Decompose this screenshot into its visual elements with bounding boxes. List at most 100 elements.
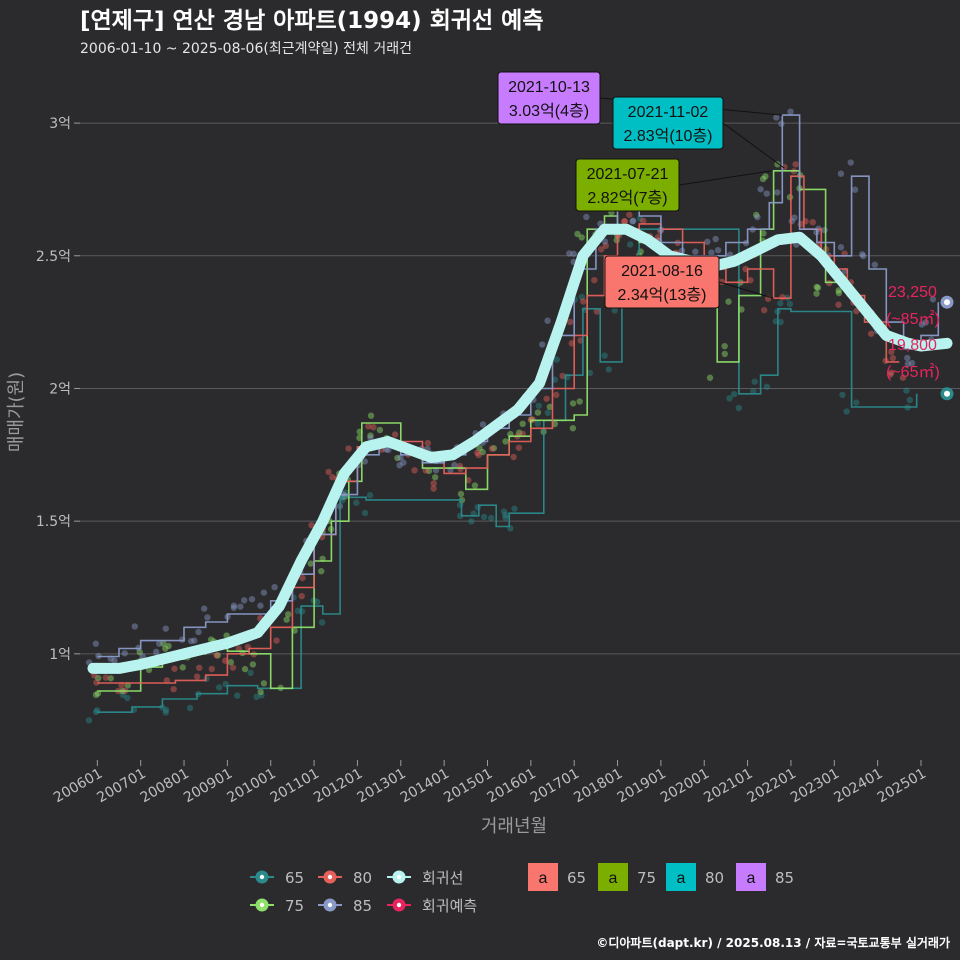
scatter-point-75 bbox=[476, 444, 483, 452]
scatter-point-75 bbox=[425, 467, 433, 475]
scatter-point-65 bbox=[468, 518, 475, 525]
callout-box bbox=[604, 255, 720, 309]
scatter-point-65 bbox=[124, 694, 131, 702]
scatter-point-85 bbox=[566, 250, 573, 257]
scatter-point-65 bbox=[313, 598, 321, 606]
scatter-point-80 bbox=[559, 372, 566, 380]
scatter-point-80 bbox=[325, 468, 332, 476]
legend-label: 65 bbox=[285, 869, 304, 887]
scatter-point-75 bbox=[241, 665, 249, 673]
scatter-point-75 bbox=[546, 403, 554, 411]
scatter-point-85 bbox=[367, 434, 374, 442]
legend-box bbox=[598, 863, 628, 891]
scatter-point-80 bbox=[899, 374, 907, 381]
footer-credit: ©디아파트(dapt.kr) / 2025.08.13 / 자료=국토교통부 실… bbox=[596, 935, 950, 950]
scatter-point-85 bbox=[860, 252, 867, 260]
scatter-point-75 bbox=[721, 342, 728, 350]
scatter-point-65 bbox=[353, 499, 360, 506]
scatter-point-80 bbox=[163, 677, 171, 684]
forecast-value: 23,250 bbox=[888, 284, 937, 301]
scatter-point-80 bbox=[602, 242, 610, 249]
scatter-point-75 bbox=[160, 640, 167, 647]
scatter-point-85 bbox=[712, 235, 719, 243]
scatter-point-80 bbox=[391, 431, 399, 438]
scatter-point-80 bbox=[568, 340, 575, 347]
callout-price: 2.34억(13층) bbox=[617, 286, 706, 304]
series-line-65 bbox=[97, 228, 918, 713]
scatter-point-85 bbox=[922, 319, 929, 326]
scatter-point-65 bbox=[162, 706, 170, 714]
scatter-point-65 bbox=[247, 669, 254, 677]
scatter-point-80 bbox=[93, 679, 100, 686]
scatter-point-85 bbox=[904, 354, 911, 362]
scatter-point-65 bbox=[786, 300, 794, 308]
callout-date: 2021-10-13 bbox=[508, 79, 590, 96]
scatter-point-80 bbox=[196, 664, 203, 672]
scatter-point-85 bbox=[131, 623, 138, 630]
scatter-point-75 bbox=[283, 616, 290, 623]
callout-box bbox=[612, 96, 724, 150]
legend-dot-center bbox=[259, 902, 265, 908]
scatter-point-80 bbox=[170, 685, 177, 693]
scatter-point-85 bbox=[396, 462, 403, 469]
scatter-point-80 bbox=[779, 294, 786, 301]
scatter-point-65 bbox=[318, 619, 326, 626]
scatter-point-65 bbox=[294, 607, 302, 615]
scatter-point-85 bbox=[837, 244, 845, 251]
scatter-point-80 bbox=[329, 473, 336, 481]
callout-labels: 2021-10-13 3.03억(4층) 2021-11-02 2.83억(10층) 2… bbox=[497, 71, 785, 309]
scatter-point-80 bbox=[626, 211, 633, 218]
scatter-point-65 bbox=[626, 241, 634, 248]
scatter-point-75 bbox=[762, 173, 769, 180]
scatter-point-85 bbox=[629, 218, 636, 225]
scatter-point-75 bbox=[92, 691, 100, 699]
scatter-point-75 bbox=[515, 429, 523, 436]
scatter-point-75 bbox=[471, 482, 479, 489]
legend: 65 80 회귀선 75 85 회귀예측 a 65 a 75 a 80 a 85 bbox=[250, 863, 794, 915]
scatter-point-75 bbox=[578, 234, 585, 241]
scatter-point-80 bbox=[835, 301, 842, 308]
scatter-point-75 bbox=[706, 374, 714, 381]
scatter-point-65 bbox=[487, 514, 495, 522]
scatter-point-75 bbox=[502, 438, 509, 445]
scatter-point-65 bbox=[511, 505, 518, 512]
scatter-point-85 bbox=[791, 214, 798, 221]
chart-title: [연제구] 연산 경남 아파트(1994) 회귀선 예측 bbox=[80, 8, 544, 34]
scatter-point-85 bbox=[361, 458, 369, 465]
scatter-point-80 bbox=[430, 480, 437, 487]
scatter-point-75 bbox=[835, 289, 843, 297]
scatter-point-80 bbox=[597, 246, 605, 253]
scatter-point-65 bbox=[726, 395, 733, 402]
scatter-point-80 bbox=[102, 674, 110, 681]
scatter-point-75 bbox=[534, 409, 542, 416]
callout-price: 2.83억(10층) bbox=[623, 127, 712, 145]
scatter-point-80 bbox=[621, 218, 628, 225]
y-tick-label: 3억 bbox=[49, 116, 71, 132]
scatter-point-80 bbox=[430, 485, 437, 492]
scatter-point-85 bbox=[204, 614, 211, 621]
scatter-point-85 bbox=[230, 604, 238, 612]
scatter-point-80 bbox=[510, 453, 517, 461]
scatter-point-85 bbox=[240, 597, 248, 604]
y-tick-label: 2억 bbox=[49, 381, 71, 397]
scatter-point-80 bbox=[365, 423, 372, 430]
y-tick-label: 2.5억 bbox=[36, 249, 71, 265]
scatter-point-80 bbox=[193, 673, 201, 680]
chart-subtitle: 2006-01-10 ~ 2025-08-06(최근계약일) 전체 거래건 bbox=[80, 41, 412, 57]
scatter-point-80 bbox=[298, 592, 305, 600]
scatter-point-65 bbox=[763, 383, 771, 390]
scatter-point-75 bbox=[738, 306, 745, 313]
legend-box-label: 85 bbox=[775, 869, 794, 887]
scatter-point-75 bbox=[814, 284, 822, 291]
legend-box-glyph: a bbox=[677, 870, 686, 887]
scatter-point-65 bbox=[253, 693, 260, 701]
scatter-point-75 bbox=[774, 161, 781, 168]
scatter-point-75 bbox=[725, 298, 732, 305]
scatter-point-75 bbox=[356, 434, 363, 442]
scatter-point-65 bbox=[777, 300, 784, 307]
scatter-point-65 bbox=[605, 366, 612, 373]
y-axis: 1억 1.5억 2억 2.5억 3억 bbox=[36, 116, 80, 663]
legend-box-glyph: a bbox=[747, 870, 756, 887]
scatter-point-75 bbox=[95, 674, 102, 682]
scatter-point-80 bbox=[654, 233, 662, 241]
